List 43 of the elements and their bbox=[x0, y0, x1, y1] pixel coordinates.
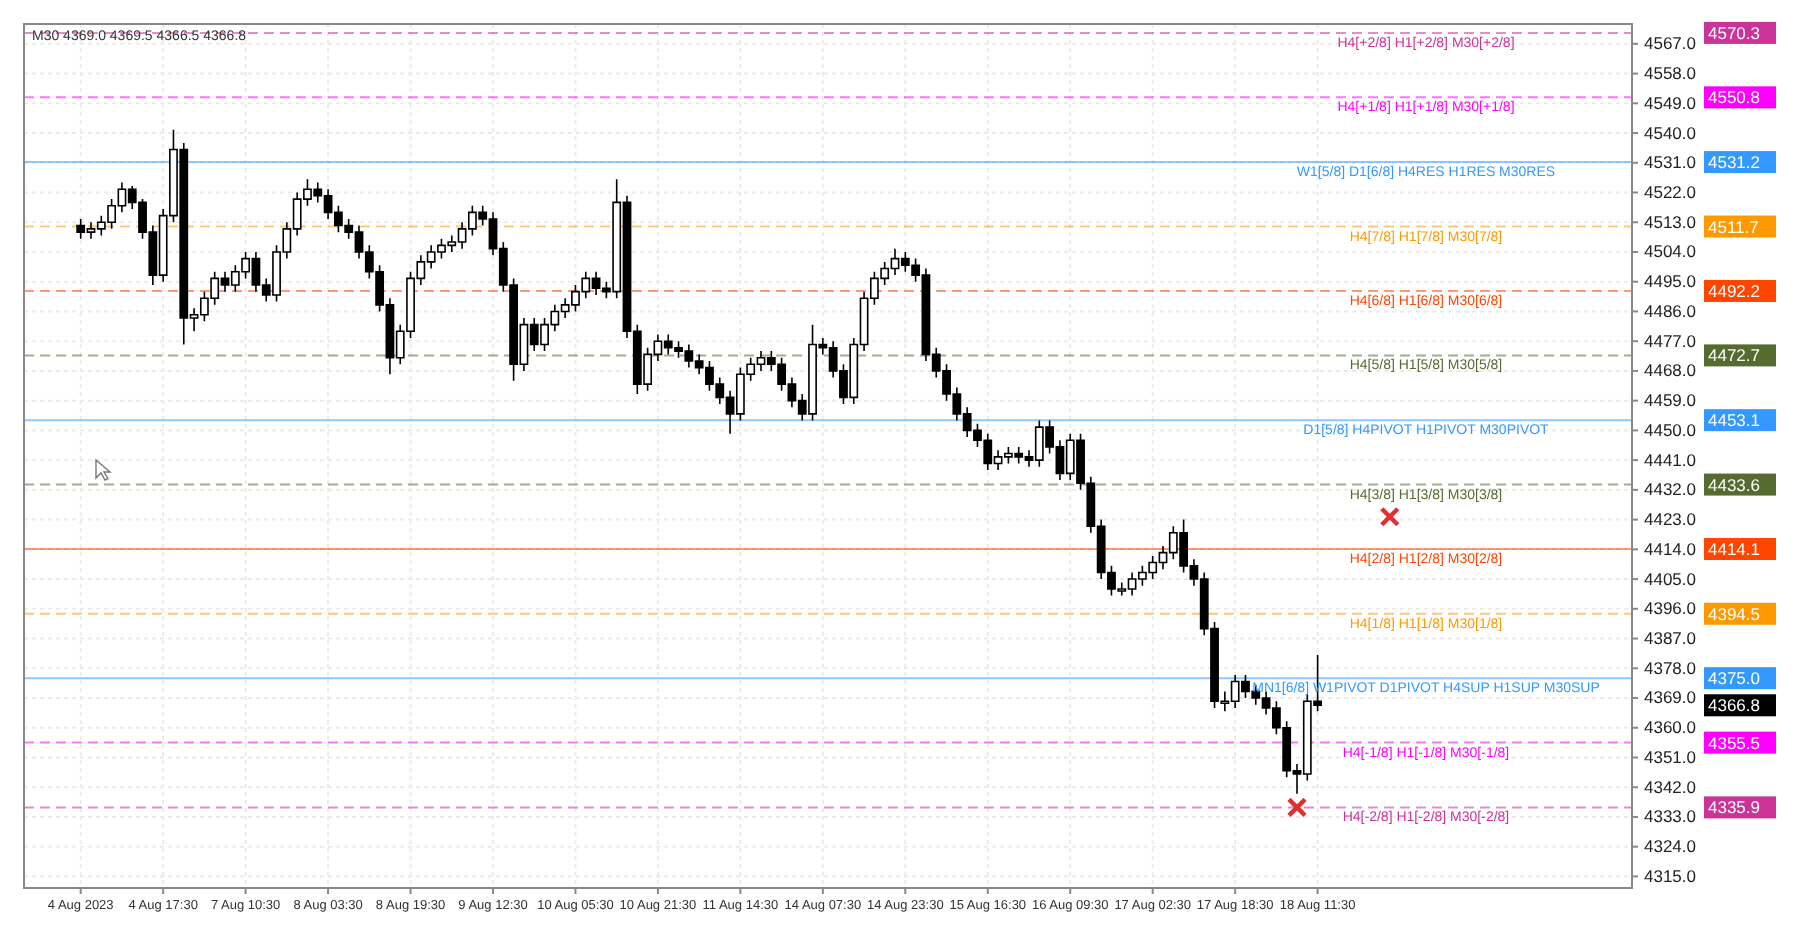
y-tick-label: 4387.0 bbox=[1644, 627, 1697, 648]
y-tick-label: 4351.0 bbox=[1644, 746, 1697, 767]
text: 4550.8 bbox=[1708, 87, 1761, 108]
text: 4414.1 bbox=[1708, 539, 1761, 560]
text: 4433.6 bbox=[1708, 474, 1761, 495]
text: 4492.2 bbox=[1708, 280, 1761, 301]
y-tick-label: 4477.0 bbox=[1644, 330, 1697, 351]
y-tick-label: 4369.0 bbox=[1644, 687, 1697, 708]
y-tick-label: 4441.0 bbox=[1644, 449, 1697, 470]
y-tick-label: 4414.0 bbox=[1644, 538, 1697, 559]
text: 4531.2 bbox=[1708, 152, 1761, 173]
text: 4355.5 bbox=[1708, 732, 1761, 753]
text: 4375.0 bbox=[1708, 668, 1761, 689]
y-tick-label: 4486.0 bbox=[1644, 300, 1697, 321]
text: 4472.7 bbox=[1708, 345, 1761, 366]
text: 4394.5 bbox=[1708, 603, 1761, 624]
y-tick-label: 4531.0 bbox=[1644, 152, 1697, 173]
y-tick-label: 4333.0 bbox=[1644, 806, 1697, 827]
y-tick-label: 4396.0 bbox=[1644, 598, 1697, 619]
y-tick-label: 4540.0 bbox=[1644, 122, 1697, 143]
y-tick-label: 4513.0 bbox=[1644, 211, 1697, 232]
y-tick-label: 4558.0 bbox=[1644, 63, 1697, 83]
y-tick-label: 4324.0 bbox=[1644, 836, 1697, 857]
y-tick-label: 4315.0 bbox=[1644, 865, 1697, 886]
y-tick-label: 4423.0 bbox=[1644, 509, 1697, 530]
text: 4570.3 bbox=[1708, 22, 1761, 43]
text: 4511.7 bbox=[1708, 216, 1760, 237]
y-tick-label: 4504.0 bbox=[1644, 241, 1697, 262]
y-tick-label: 4378.0 bbox=[1644, 657, 1697, 678]
y-tick-label: 4405.0 bbox=[1644, 568, 1697, 589]
y-tick-label: 4450.0 bbox=[1644, 419, 1697, 440]
text: 4453.1 bbox=[1708, 410, 1761, 431]
y-tick-label: 4432.0 bbox=[1644, 479, 1697, 500]
y-tick-label: 4342.0 bbox=[1644, 776, 1697, 797]
y-tick-label: 4495.0 bbox=[1644, 271, 1697, 292]
y-tick-label: 4549.0 bbox=[1644, 92, 1697, 113]
y-tick-label: 4522.0 bbox=[1644, 181, 1697, 202]
y-tick-label: 4567.0 bbox=[1644, 33, 1697, 54]
text: 4366.8 bbox=[1708, 695, 1761, 716]
y-tick-label: 4360.0 bbox=[1644, 717, 1697, 738]
y-tick-label: 4459.0 bbox=[1644, 390, 1697, 411]
text: 4335.9 bbox=[1708, 797, 1761, 818]
y-tick-label: 4468.0 bbox=[1644, 360, 1697, 381]
